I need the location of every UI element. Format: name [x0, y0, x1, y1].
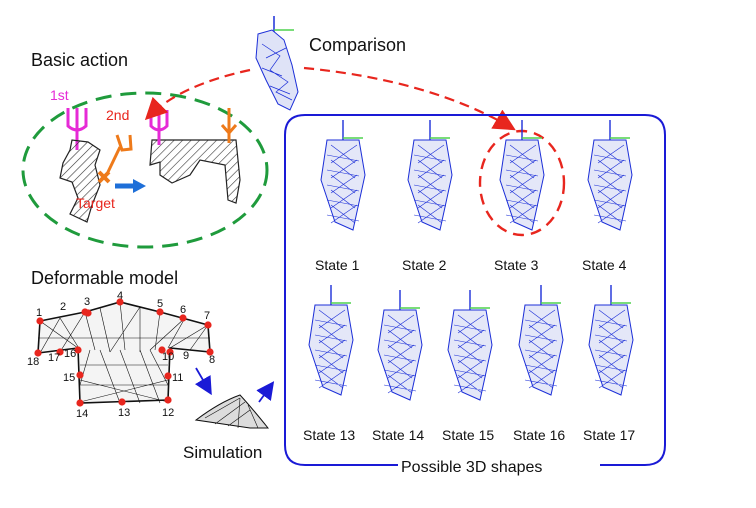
model-control-point — [156, 308, 164, 316]
garment-before-shape — [59, 139, 101, 223]
model-point-label: 14 — [76, 408, 88, 420]
model-point-label: 8 — [209, 354, 215, 366]
state-mesh — [499, 120, 545, 231]
model-control-point — [76, 399, 84, 407]
model-point-label: 2 — [60, 301, 66, 313]
model-point-label: 6 — [180, 304, 186, 316]
second-gripper-label: 2nd — [106, 107, 129, 123]
model-control-point — [164, 372, 172, 380]
garment-after-shape — [149, 139, 241, 204]
model-point-label: 1 — [36, 307, 42, 319]
state-mesh — [447, 290, 493, 401]
state-label: State 16 — [513, 427, 565, 443]
state-label: State 3 — [494, 257, 539, 273]
model-control-point — [164, 396, 172, 404]
basic-action-label: Basic action — [31, 50, 128, 70]
state-mesh — [588, 285, 634, 396]
model-control-point — [158, 346, 166, 354]
model-point-label: 4 — [117, 290, 123, 302]
state-label: State 2 — [402, 257, 447, 273]
model-point-label: 12 — [162, 407, 174, 419]
state-label: State 17 — [583, 427, 635, 443]
model-control-point — [74, 346, 82, 354]
comparison-to-action-arrow — [144, 68, 251, 121]
basic-action-ellipse — [21, 91, 269, 249]
model-to-sim-arrow — [194, 367, 212, 396]
simulation-mesh-icon — [194, 394, 270, 429]
model-control-point — [166, 348, 174, 356]
model-control-point — [56, 348, 64, 356]
model-control-point — [34, 349, 42, 357]
state-mesh — [587, 120, 633, 231]
simulation-label: Simulation — [183, 443, 262, 462]
model-point-label: 7 — [204, 310, 210, 322]
model-point-label: 13 — [118, 407, 130, 419]
model-control-point — [36, 317, 44, 325]
state-meshes: State 1 State 2 State 3 State 4 State 13 Stat… — [303, 120, 635, 443]
model-point-label: 17 — [48, 352, 60, 364]
model-point-label: 3 — [84, 296, 90, 308]
comparison-mesh-icon — [255, 16, 299, 111]
state-label: State 4 — [582, 257, 627, 273]
state-mesh — [377, 290, 423, 401]
state-mesh — [308, 285, 354, 396]
model-point-label: 16 — [64, 348, 76, 360]
deformable-model-label: Deformable model — [31, 268, 178, 288]
possible-shapes-label: Possible 3D shapes — [401, 459, 542, 476]
state-label: State 15 — [442, 427, 494, 443]
model-point-label: 10 — [162, 351, 174, 363]
model-control-point — [204, 321, 212, 329]
after-second-gripper-icon — [220, 108, 238, 143]
state-label: State 1 — [315, 257, 360, 273]
state-mesh — [518, 285, 564, 396]
model-control-point — [206, 348, 214, 356]
state-label: State 14 — [372, 427, 424, 443]
model-point-label: 15 — [63, 372, 75, 384]
first-gripper-label: 1st — [50, 87, 69, 103]
possible-shapes-frame — [284, 114, 666, 466]
model-point-label: 11 — [172, 372, 183, 384]
second-gripper-icon — [106, 134, 133, 173]
state-mesh — [407, 120, 453, 231]
model-control-point — [118, 398, 126, 406]
model-point-label: 9 — [183, 350, 189, 362]
sim-to-shapes-arrow — [256, 381, 275, 403]
state-label: State 13 — [303, 427, 355, 443]
target-marker-icon — [97, 170, 111, 184]
model-control-point — [116, 298, 124, 306]
model-control-point — [179, 314, 187, 322]
model-control-point — [84, 309, 92, 317]
state-mesh — [320, 120, 366, 231]
action-arrow-icon — [115, 179, 146, 193]
comparison-label: Comparison — [309, 35, 406, 55]
model-control-point — [76, 371, 84, 379]
model-point-label: 18 — [27, 356, 39, 368]
comparison-to-state-arrow — [303, 66, 516, 131]
model-point-label: 5 — [157, 298, 163, 310]
target-label: Target — [76, 195, 115, 211]
